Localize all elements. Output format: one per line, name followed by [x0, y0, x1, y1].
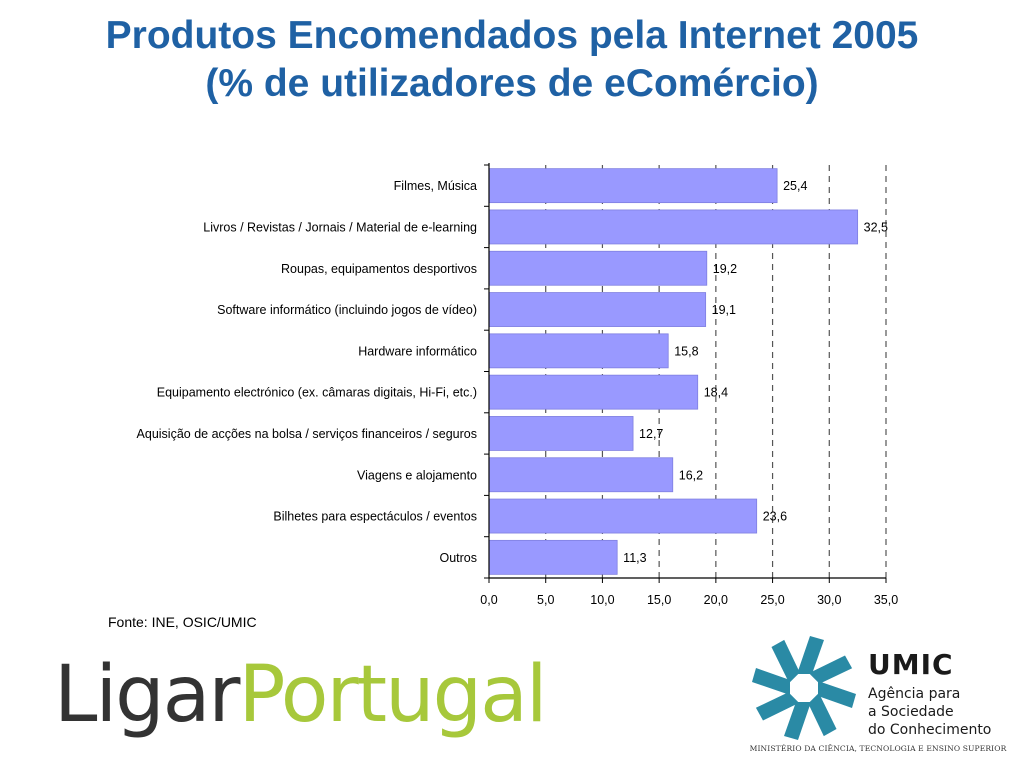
umic-emblem-blade: [818, 681, 856, 708]
umic-tagline-2: a Sociedade: [868, 704, 954, 720]
data-label: 12,7: [639, 427, 663, 441]
category-label: Roupas, equipamentos desportivos: [281, 262, 477, 276]
x-tick-label: 15,0: [647, 593, 671, 607]
data-label: 19,1: [712, 303, 736, 317]
bar: [488, 333, 669, 369]
data-label: 11,3: [623, 551, 646, 565]
x-tick-label: 20,0: [704, 593, 728, 607]
x-tick-label: 5,0: [537, 593, 554, 607]
x-tick-label: 0,0: [480, 593, 497, 607]
data-label: 18,4: [704, 386, 728, 400]
category-label: Bilhetes para espectáculos / eventos: [273, 510, 477, 524]
x-tick-label: 30,0: [817, 593, 841, 607]
ligar-portugal-logo: LigarPortugal: [54, 650, 548, 740]
slide-title: Produtos Encomendados pela Internet 2005…: [0, 12, 1024, 108]
bar: [488, 539, 618, 575]
data-label: 25,4: [783, 179, 807, 193]
data-label: 16,2: [679, 468, 703, 482]
data-label: 32,5: [864, 220, 888, 234]
umic-ministry-text: MINISTÉRIO DA CIÊNCIA, TECNOLOGIA E ENSI…: [749, 744, 1007, 753]
umic-tagline-1: Agência para: [868, 686, 961, 702]
x-tick-label: 10,0: [590, 593, 614, 607]
category-label: Equipamento electrónico (ex. câmaras dig…: [157, 386, 477, 400]
umic-emblem-blade: [784, 702, 811, 740]
bar: [488, 250, 708, 286]
category-label: Viagens e alojamento: [357, 468, 477, 482]
ligar-logo-part1: Ligar: [54, 650, 241, 740]
umic-logo-name: UMIC: [868, 648, 954, 681]
bar: [488, 374, 699, 410]
bar: [488, 457, 674, 493]
x-tick-label: 35,0: [874, 593, 898, 607]
data-label: 19,2: [713, 262, 737, 276]
slide-title-line1: Produtos Encomendados pela Internet 2005: [105, 14, 919, 57]
umic-emblem-blade: [771, 639, 800, 684]
bar: [488, 209, 859, 245]
slide-title-line2: (% de utilizadores de eComércio): [205, 62, 819, 105]
umic-tagline-3: do Conhecimento: [868, 722, 992, 738]
category-label: Aquisição de acções na bolsa / serviços …: [137, 427, 477, 441]
bar: [488, 292, 707, 327]
bar: [488, 498, 758, 534]
category-label: Hardware informático: [358, 344, 477, 358]
umic-emblem-blade: [797, 636, 824, 674]
category-label: Filmes, Música: [394, 179, 477, 193]
ligar-logo-part2: Portugal: [238, 650, 548, 740]
data-label: 23,6: [763, 510, 787, 524]
umic-emblem-blade: [755, 692, 800, 721]
umic-emblem-icon: [752, 636, 856, 740]
source-note: Fonte: INE, OSIC/UMIC: [108, 614, 257, 630]
umic-emblem-blade: [752, 668, 790, 695]
category-label: Software informático (incluindo jogos de…: [217, 303, 477, 317]
category-label: Outros: [439, 551, 477, 565]
umic-emblem-blade: [808, 655, 853, 684]
bar: [488, 416, 634, 451]
bar: [488, 168, 778, 204]
data-label: 15,8: [674, 344, 698, 358]
x-tick-label: 25,0: [760, 593, 784, 607]
bar-chart: Filmes, Música 25,4 Livros / Revistas / Jo…: [137, 163, 898, 607]
category-label: Livros / Revistas / Jornais / Material d…: [203, 220, 477, 234]
umic-emblem-blade: [808, 692, 837, 737]
